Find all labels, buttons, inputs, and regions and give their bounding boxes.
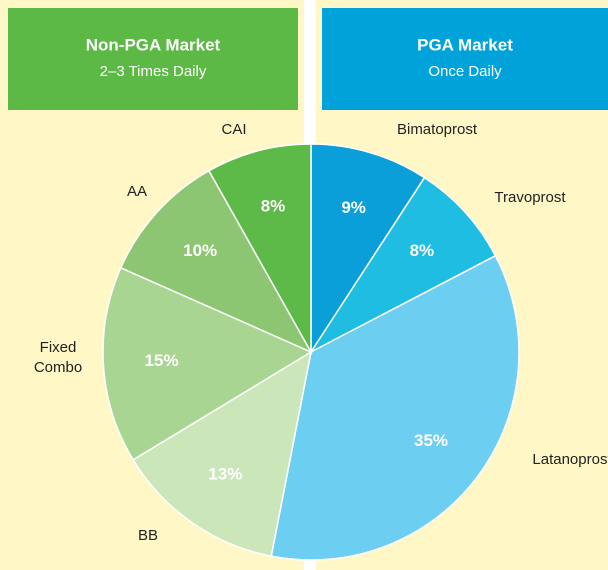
value-label: 15% <box>145 351 179 370</box>
category-label: BB <box>137 527 159 544</box>
value-label: 8% <box>261 197 286 216</box>
category-label: Travoprost <box>494 189 566 206</box>
category-label: Fixed Combo <box>33 339 83 376</box>
group-title: PGA Market <box>417 35 513 54</box>
group-subtitle: 2–3 Times Daily <box>100 63 207 80</box>
value-label: 10% <box>183 241 217 260</box>
group-header <box>322 8 608 110</box>
pie-slice <box>308 176 497 354</box>
value-label: 9% <box>341 198 366 217</box>
group-title: Non-PGA Market <box>86 35 221 54</box>
category-label: Bimatoprost <box>396 121 478 138</box>
category-label: Latanoprost <box>532 451 608 468</box>
pie-slice <box>102 266 313 461</box>
pie-slice <box>270 254 520 561</box>
pie-slice <box>207 143 312 355</box>
pie-slice <box>132 350 313 558</box>
group-header <box>8 8 298 110</box>
value-label: 13% <box>208 464 242 483</box>
category-label: CAI <box>221 121 247 138</box>
value-label: 35% <box>414 431 448 450</box>
category-label: AA <box>126 183 148 200</box>
group-subtitle: Once Daily <box>428 63 502 80</box>
pie-slice <box>119 169 313 354</box>
value-label: 8% <box>410 241 435 260</box>
pie-slice <box>310 143 426 355</box>
